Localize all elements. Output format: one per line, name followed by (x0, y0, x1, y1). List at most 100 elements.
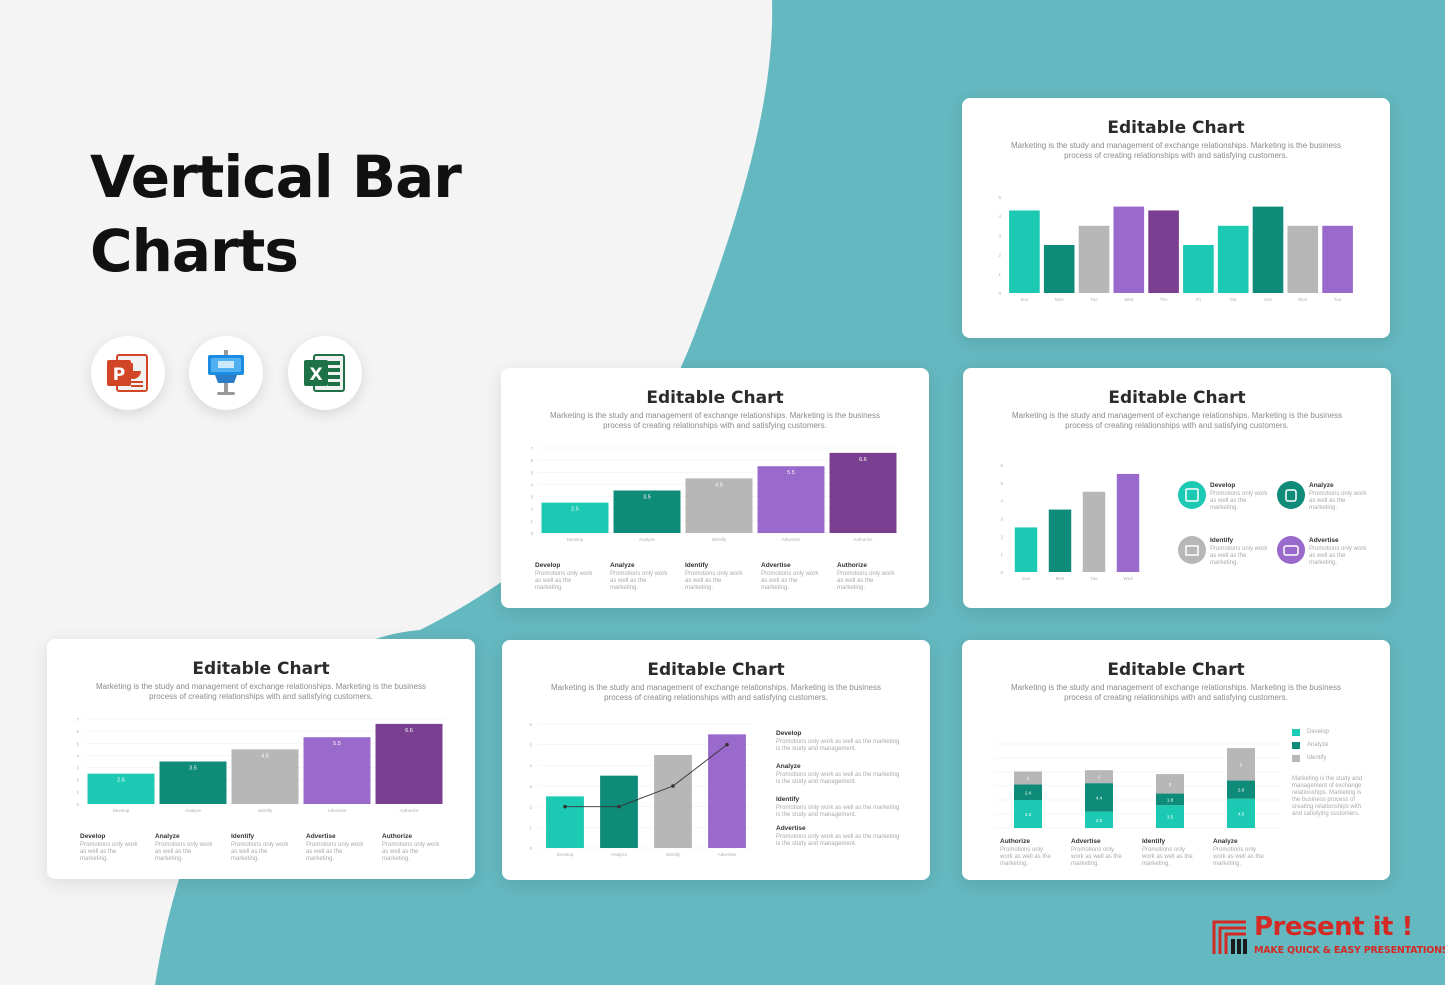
segment-value-label: 3.5 (1167, 815, 1174, 820)
card-description: Marketing is the study and management of… (550, 411, 880, 430)
x-tick-label: Tue (1090, 297, 1098, 302)
chart-card-5[interactable]: 0 1 2 3 4 5 6 Develop Analyze Identify Advertise E… (502, 640, 930, 880)
brand-wordmark: Present it ! (1254, 912, 1413, 942)
excel-app[interactable]: X (288, 336, 362, 410)
bar-5 (375, 723, 443, 804)
x-tick-label: Sun (1022, 576, 1031, 581)
bar-value-label: 4.5 (261, 753, 269, 759)
x-tick-label: Advertise (718, 852, 737, 857)
y-tick-label: 1 (998, 272, 1001, 277)
chart-card-4[interactable]: 0 1 2 3 4 5 6 7 2.5 Develop 3.5 Analyze 4.5 Identify 5… (47, 639, 475, 879)
y-tick-label: 5 (1000, 481, 1003, 486)
note-identify: Identify Promotions only work as well as … (776, 796, 900, 818)
segment-value-label: 2.8 (1238, 788, 1245, 793)
stack-segment (1014, 800, 1042, 828)
bar-chart-3: 0 1 2 3 4 5 6 Sun Mon Tue Wed (1000, 463, 1305, 581)
label-identify: Identify Promotions only work as well as … (231, 833, 289, 862)
card-description: Marketing is the study and management of… (551, 683, 881, 702)
x-tick-label: Develop (113, 808, 130, 813)
x-tick-label: Advertise (328, 808, 347, 813)
y-tick-label: 0 (529, 846, 532, 851)
x-tick-label: Authorize (399, 808, 419, 813)
label-develop: Develop Promotions only work as well as t… (80, 833, 138, 862)
x-tick-label: Wed (1123, 576, 1133, 581)
y-tick-label: 1 (530, 519, 533, 524)
y-tick-label: 2 (76, 778, 79, 783)
label-develop: Develop Promotions only work as well as t… (535, 562, 593, 591)
bar-2 (159, 761, 227, 804)
headline-line-2: Charts (90, 217, 299, 285)
chart-card-3[interactable]: 0 1 2 3 4 5 6 Sun Mon Tue Wed Editable Chart Marke… (963, 368, 1391, 608)
bar-8 (1252, 206, 1284, 293)
card-description: Marketing is the study and management of… (1011, 683, 1341, 702)
chart-card-1[interactable]: 0 1 2 3 4 5 Sun Mon Tue Wed Thu Fri Sat Sun Mon Tue Edi… (962, 98, 1390, 338)
y-tick-label: 2 (530, 507, 533, 512)
label-analyze: Analyze Promotions only work as well as t… (155, 833, 213, 862)
segment-value-label: 1.8 (1167, 797, 1174, 802)
brand-logo: Present it ! MAKE QUICK & EASY PRESENTAT… (1212, 912, 1445, 962)
bar-1 (1009, 210, 1040, 293)
y-tick-label: 2 (1000, 534, 1003, 539)
card-title: Editable Chart (1108, 388, 1246, 408)
legend-identify: Identify (1307, 755, 1327, 761)
legend-identify: Identify Promotions only work as well as … (1210, 537, 1268, 566)
bar-4 (303, 737, 371, 804)
y-tick-label: 1 (529, 825, 532, 830)
x-tick-label: Advertise (782, 537, 801, 542)
keynote-icon (208, 350, 244, 395)
bar-value-label: 3.5 (189, 766, 197, 772)
bar-3 (1078, 225, 1110, 293)
chart-card-2[interactable]: 0 1 2 3 4 5 6 7 2.5 Develop 3.5 Analyze 4.5 Identify 5… (501, 368, 929, 608)
bar-3 (685, 478, 753, 533)
trend-point (725, 742, 729, 747)
y-tick-label: 5 (998, 195, 1001, 200)
keynote-app[interactable] (189, 336, 263, 410)
stack-segment (1156, 805, 1184, 828)
stack-segment (1156, 793, 1184, 806)
x-tick-label: Authorize (853, 537, 873, 542)
bar-value-label: 5.5 (787, 470, 795, 476)
bar-2 (613, 490, 681, 533)
x-tick-label: Wed (1124, 297, 1134, 302)
bar-chart-2: 0 1 2 3 4 5 6 7 2.5 Develop 3.5 Analyze 4.5 Identify 5… (530, 446, 899, 542)
stack-segment (1227, 780, 1255, 799)
y-tick-label: 0 (76, 802, 79, 807)
label-analyze: Analyze Promotions only work as well as t… (610, 562, 668, 591)
y-tick-label: 4 (998, 214, 1001, 219)
bar-4 (1116, 473, 1140, 572)
segment-value-label: 4.4 (1096, 795, 1103, 800)
card-title: Editable Chart (647, 660, 785, 680)
bar-chart-4: 0 1 2 3 4 5 6 7 2.5 Develop 3.5 Analyze 4.5 Identify 5… (76, 717, 445, 813)
legend-develop: Develop (1307, 729, 1330, 735)
y-tick-label: 6 (76, 729, 79, 734)
y-tick-label: 3 (1000, 517, 1003, 522)
bar-4 (708, 734, 746, 848)
stack-segment (1227, 748, 1255, 781)
stack-segment (1156, 774, 1184, 794)
bar-2 (1043, 245, 1075, 293)
segment-value-label: 4.5 (1238, 811, 1245, 816)
x-tick-label: Analyze (185, 808, 202, 813)
bar-chart-1: 0 1 2 3 4 5 Sun Mon Tue Wed Thu Fri Sat Sun Mon Tue (998, 195, 1353, 302)
bar-line-chart: 0 1 2 3 4 5 6 Develop Analyze Identify Advertise (529, 722, 754, 857)
stack-segment (1014, 784, 1042, 801)
chart-card-6[interactable]: 4.3 2.4 2 2.5 4.4 2 3.5 1.8 3 4.5 2.8 5 Editable Ch… (962, 640, 1390, 880)
segment-value-label: 2 (1098, 775, 1101, 780)
y-tick-label: 0 (1000, 570, 1003, 575)
x-tick-label: Identify (666, 852, 681, 857)
bar-7 (1217, 225, 1249, 293)
bar-10 (1322, 225, 1353, 293)
bar-4 (757, 466, 825, 533)
y-tick-label: 5 (76, 741, 79, 746)
card-title: Editable Chart (646, 388, 784, 408)
x-tick-label: Tue (1090, 576, 1098, 581)
trend-point (563, 804, 567, 809)
x-tick-label: Sat (1230, 297, 1238, 302)
svg-text:P: P (113, 365, 125, 385)
powerpoint-app[interactable]: P (91, 336, 165, 410)
y-tick-label: 3 (529, 784, 532, 789)
bar-5 (829, 452, 897, 533)
bar-3 (1082, 491, 1106, 572)
bar-3 (654, 755, 692, 848)
trend-point (671, 784, 675, 788)
